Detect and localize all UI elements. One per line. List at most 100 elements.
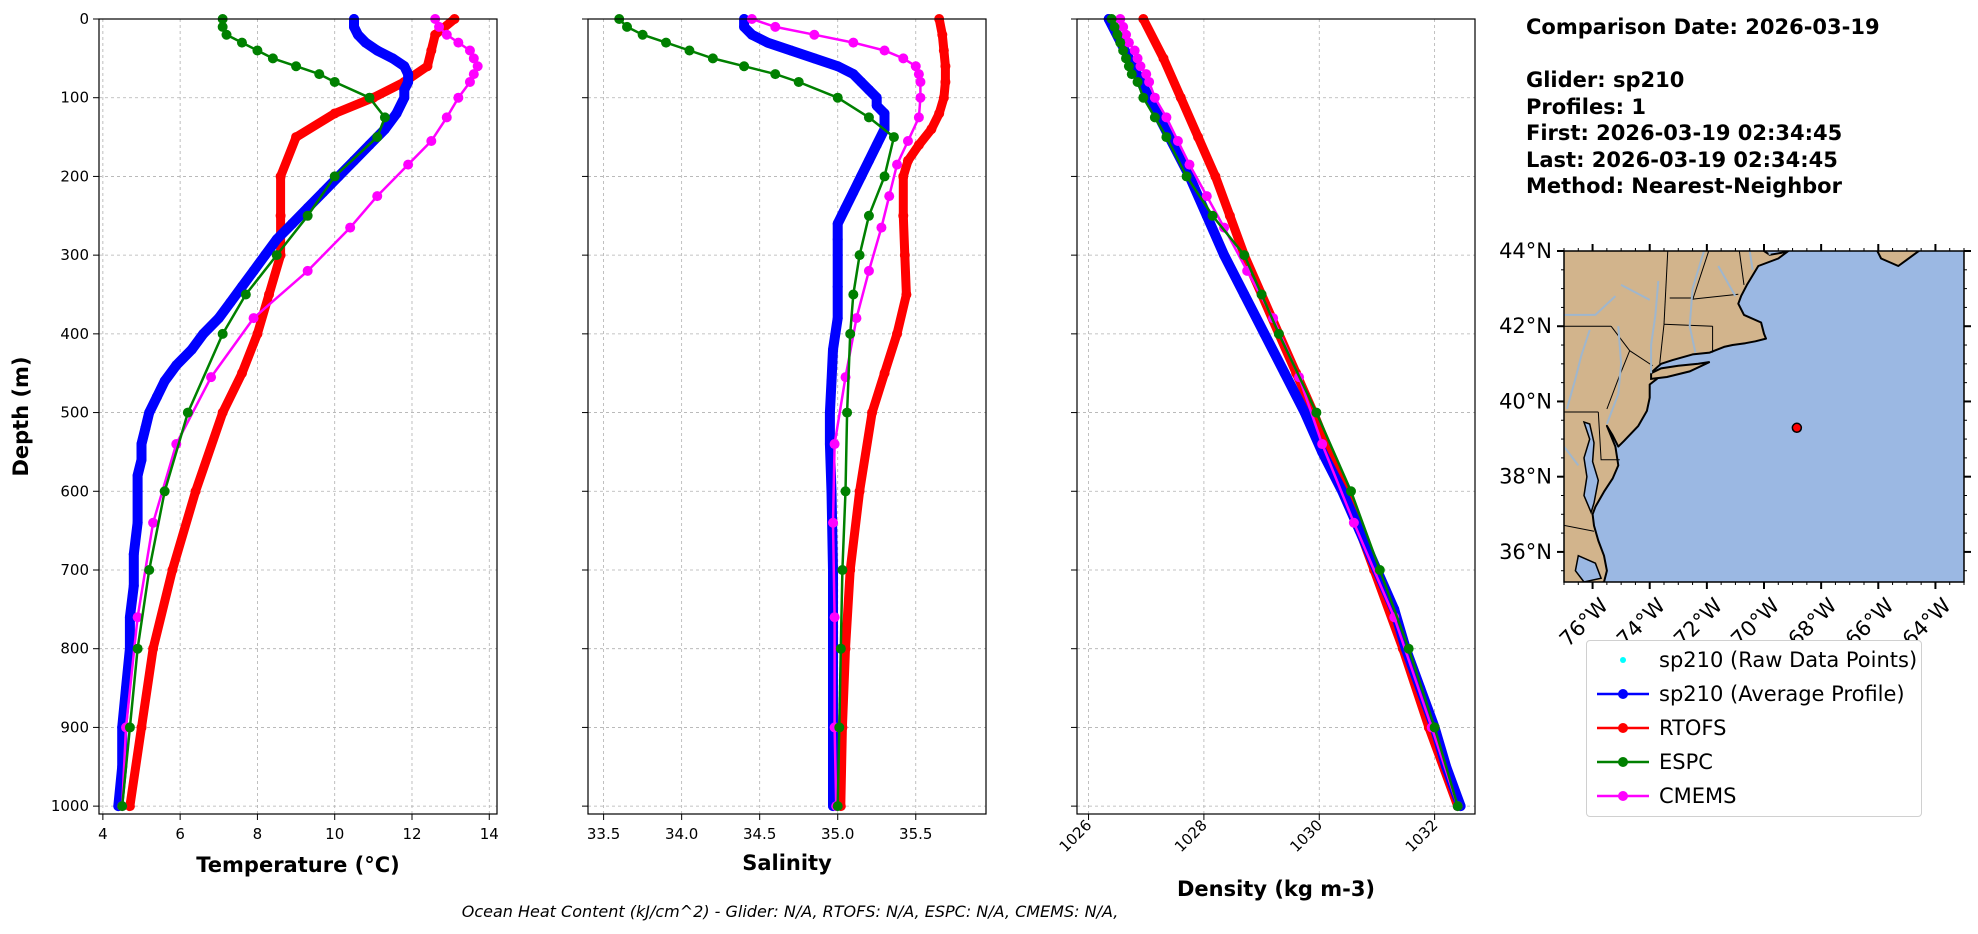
espc-point bbox=[1161, 132, 1172, 143]
espc-point bbox=[1181, 171, 1192, 182]
cmems-point bbox=[884, 191, 895, 202]
espc-point bbox=[124, 722, 135, 733]
cmems-point bbox=[913, 112, 924, 123]
river bbox=[1650, 281, 1660, 374]
cmems-point bbox=[915, 92, 926, 103]
y-tick-label: 300 bbox=[60, 246, 89, 264]
info-box: Comparison Date: 2026-03-19 Glider: sp21… bbox=[1526, 14, 1880, 200]
river bbox=[1564, 445, 1580, 467]
espc-point bbox=[379, 112, 390, 123]
espc-point bbox=[1452, 801, 1463, 812]
espc-point bbox=[236, 37, 247, 48]
rtofs-point bbox=[938, 92, 949, 103]
river bbox=[1620, 284, 1651, 301]
glider-point bbox=[809, 53, 820, 64]
espc-point bbox=[302, 210, 313, 221]
legend-swatch bbox=[1597, 723, 1649, 733]
legend-swatch bbox=[1597, 757, 1649, 767]
espc-point bbox=[661, 37, 672, 48]
y-axis-label: Depth (m) bbox=[9, 356, 33, 476]
cmems-point bbox=[863, 265, 874, 276]
glider-point bbox=[349, 21, 360, 32]
state-border bbox=[1692, 293, 1739, 300]
cmems-point bbox=[1201, 191, 1212, 202]
cmems-point bbox=[206, 372, 217, 383]
x-tick-label: 1030 bbox=[1286, 816, 1326, 856]
espc-point bbox=[329, 171, 340, 182]
espc-point bbox=[221, 29, 232, 40]
river bbox=[1565, 329, 1591, 410]
espc-point bbox=[1112, 29, 1123, 40]
glider-point bbox=[832, 313, 843, 324]
glider-point bbox=[828, 344, 839, 355]
pamlico-sound bbox=[1574, 554, 1603, 582]
river bbox=[1688, 251, 1705, 353]
glider-point bbox=[159, 376, 170, 387]
glider-point bbox=[124, 643, 135, 654]
glider-point bbox=[132, 470, 143, 481]
glider-point bbox=[871, 139, 882, 150]
espc-point bbox=[793, 76, 804, 87]
espc-point bbox=[217, 328, 228, 339]
cmems-point bbox=[464, 45, 475, 56]
rtofs-point bbox=[854, 486, 865, 497]
cmems-point bbox=[1149, 92, 1160, 103]
rtofs-point bbox=[845, 564, 856, 575]
state-border bbox=[1663, 323, 1713, 327]
legend-label: RTOFS bbox=[1659, 716, 1727, 740]
glider-name: Glider: sp210 bbox=[1526, 68, 1685, 92]
espc-point bbox=[684, 45, 695, 56]
x-tick-label: 10 bbox=[325, 825, 344, 843]
espc-point bbox=[637, 29, 648, 40]
series-espc bbox=[117, 14, 390, 812]
espc-point bbox=[364, 92, 375, 103]
cmems-point bbox=[809, 29, 820, 40]
rtofs-point bbox=[938, 45, 949, 56]
rtofs-point bbox=[124, 801, 135, 812]
espc-point bbox=[252, 45, 263, 56]
legend-entry-glider: sp210 (Average Profile) bbox=[1587, 677, 1921, 710]
espc-point bbox=[739, 61, 750, 72]
rtofs-point bbox=[913, 139, 924, 150]
cmems-point bbox=[915, 76, 926, 87]
espc-point bbox=[707, 53, 718, 64]
cmems-point bbox=[1123, 37, 1134, 48]
x-tick-label: 35.5 bbox=[899, 825, 932, 843]
glider-point bbox=[832, 234, 843, 245]
legend-swatch bbox=[1597, 791, 1649, 801]
glider-point bbox=[271, 234, 282, 245]
glider-point bbox=[121, 683, 132, 694]
espc-point bbox=[329, 76, 340, 87]
x-tick-label: 35.0 bbox=[821, 825, 854, 843]
glider-point bbox=[287, 218, 298, 229]
y-tick-label: 600 bbox=[60, 482, 89, 500]
river bbox=[1717, 265, 1737, 297]
glider-point bbox=[785, 45, 796, 56]
x-tick-label: 33.5 bbox=[587, 825, 620, 843]
cmems-point bbox=[910, 61, 921, 72]
glider-point bbox=[140, 423, 151, 434]
espc-point bbox=[1345, 486, 1356, 497]
espc-point bbox=[159, 486, 170, 497]
cmems-point bbox=[828, 517, 839, 528]
state-border bbox=[1597, 411, 1620, 461]
rtofs-point bbox=[867, 407, 878, 418]
location-map: 36°N38°N40°N42°N44°N76°W 74°W 72°W 70°W 68°W… bbox=[1499, 239, 1971, 651]
espc-point bbox=[271, 250, 282, 261]
espc-point bbox=[1256, 289, 1267, 300]
espc-point bbox=[879, 171, 890, 182]
rtofs-point bbox=[236, 368, 247, 379]
glider-point bbox=[848, 69, 859, 80]
cmems-point bbox=[898, 53, 909, 64]
espc-point bbox=[267, 53, 278, 64]
y-tick-label: 500 bbox=[60, 404, 89, 422]
espc-point bbox=[1403, 643, 1414, 654]
espc-point bbox=[117, 801, 128, 812]
espc-point bbox=[291, 61, 302, 72]
glider-point bbox=[236, 281, 247, 292]
glider-point bbox=[391, 108, 402, 119]
cmems-point bbox=[248, 313, 259, 324]
river bbox=[1768, 251, 1771, 255]
glider-point bbox=[863, 84, 874, 95]
